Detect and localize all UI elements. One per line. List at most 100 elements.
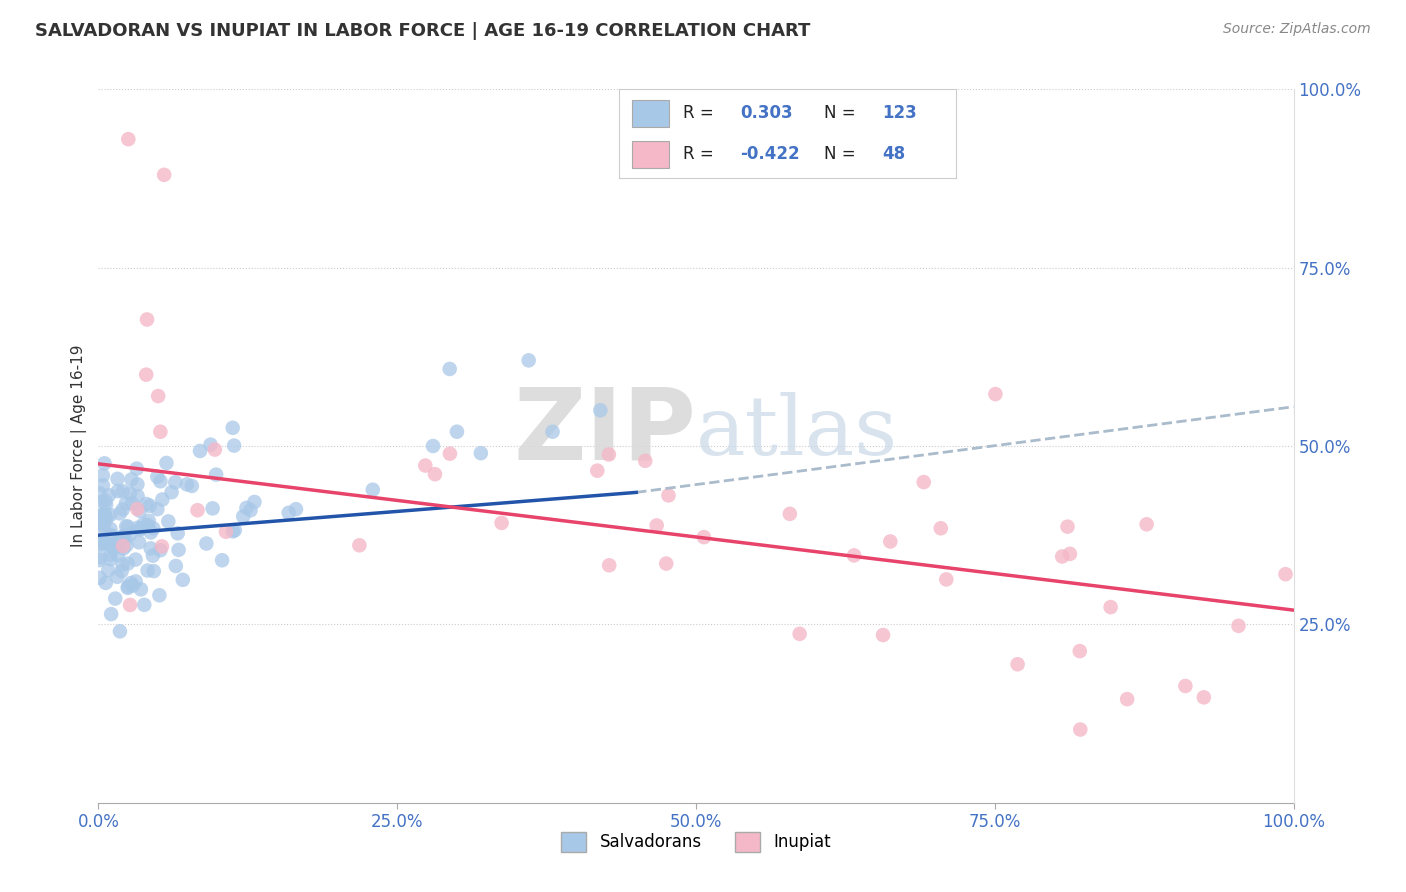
Point — [1069, 723, 1091, 737]
Point — [132, 516, 155, 531]
Point — [96, 512, 118, 526]
Point — [645, 518, 668, 533]
Point — [100, 552, 122, 566]
Point — [176, 477, 198, 491]
Point — [111, 502, 134, 516]
Point — [108, 507, 131, 521]
Point — [94, 575, 117, 590]
Point — [127, 489, 149, 503]
Point — [120, 576, 142, 591]
Point — [215, 524, 238, 539]
Point — [439, 447, 461, 461]
Point — [90, 508, 112, 523]
Point — [439, 362, 461, 376]
Point — [107, 472, 129, 486]
Point — [104, 540, 127, 554]
Point — [146, 502, 169, 516]
Point — [155, 456, 177, 470]
Point — [129, 523, 152, 537]
Point — [138, 514, 160, 528]
Point — [157, 515, 180, 529]
Point — [139, 541, 162, 556]
Point — [195, 536, 218, 550]
Point — [89, 508, 111, 523]
Point — [120, 527, 142, 541]
Point — [111, 531, 134, 545]
Point — [598, 447, 620, 461]
Point — [205, 467, 228, 482]
Point — [89, 571, 111, 585]
Point — [91, 494, 114, 508]
Point — [129, 521, 152, 535]
Point — [142, 564, 165, 578]
Point — [422, 439, 444, 453]
Point — [149, 425, 172, 439]
Point — [1174, 679, 1197, 693]
Point — [146, 469, 169, 483]
Point — [204, 442, 226, 457]
Point — [929, 521, 952, 535]
Text: SALVADORAN VS INUPIAT IN LABOR FORCE | AGE 16-19 CORRELATION CHART: SALVADORAN VS INUPIAT IN LABOR FORCE | A… — [35, 22, 810, 40]
Point — [105, 570, 128, 584]
Point — [91, 478, 114, 492]
Point — [349, 538, 371, 552]
Point — [160, 485, 183, 500]
FancyBboxPatch shape — [633, 100, 669, 127]
Text: N =: N = — [824, 145, 856, 163]
Point — [115, 519, 138, 533]
Point — [200, 437, 222, 451]
Point — [589, 403, 612, 417]
Text: R =: R = — [683, 145, 713, 163]
Point — [117, 579, 139, 593]
Point — [188, 444, 211, 458]
Text: R =: R = — [683, 104, 713, 122]
Point — [98, 508, 121, 522]
Point — [693, 530, 716, 544]
Text: 0.303: 0.303 — [740, 104, 793, 122]
Point — [634, 454, 657, 468]
Point — [135, 497, 157, 511]
Point — [90, 533, 112, 548]
Point — [91, 468, 114, 483]
Point — [201, 501, 224, 516]
Text: ZIP: ZIP — [513, 384, 696, 480]
Point — [984, 387, 1007, 401]
Point — [221, 421, 243, 435]
Point — [121, 472, 143, 486]
Point — [1116, 692, 1139, 706]
Point — [935, 573, 957, 587]
Point — [243, 495, 266, 509]
Point — [211, 553, 233, 567]
Point — [842, 549, 865, 563]
Point — [118, 486, 141, 500]
Point — [152, 492, 174, 507]
Point — [1192, 690, 1215, 705]
Text: N =: N = — [824, 104, 856, 122]
Point — [89, 516, 111, 530]
Point — [122, 578, 145, 592]
Point — [491, 516, 513, 530]
Text: -0.422: -0.422 — [740, 145, 800, 163]
Point — [153, 168, 176, 182]
Point — [127, 502, 149, 516]
Point — [1007, 657, 1029, 672]
Point — [598, 558, 620, 573]
Point — [222, 524, 245, 539]
Point — [111, 564, 134, 578]
Point — [139, 525, 162, 540]
Point — [224, 439, 246, 453]
Point — [1059, 547, 1081, 561]
Point — [1056, 519, 1078, 533]
Point — [89, 486, 111, 500]
Point — [470, 446, 492, 460]
Point — [172, 573, 194, 587]
Point — [89, 550, 111, 565]
Point — [872, 628, 894, 642]
Point — [149, 543, 172, 558]
Point — [100, 541, 122, 555]
Point — [142, 521, 165, 535]
Point — [239, 503, 262, 517]
Point — [112, 529, 135, 543]
Point — [150, 540, 173, 554]
Point — [127, 477, 149, 491]
